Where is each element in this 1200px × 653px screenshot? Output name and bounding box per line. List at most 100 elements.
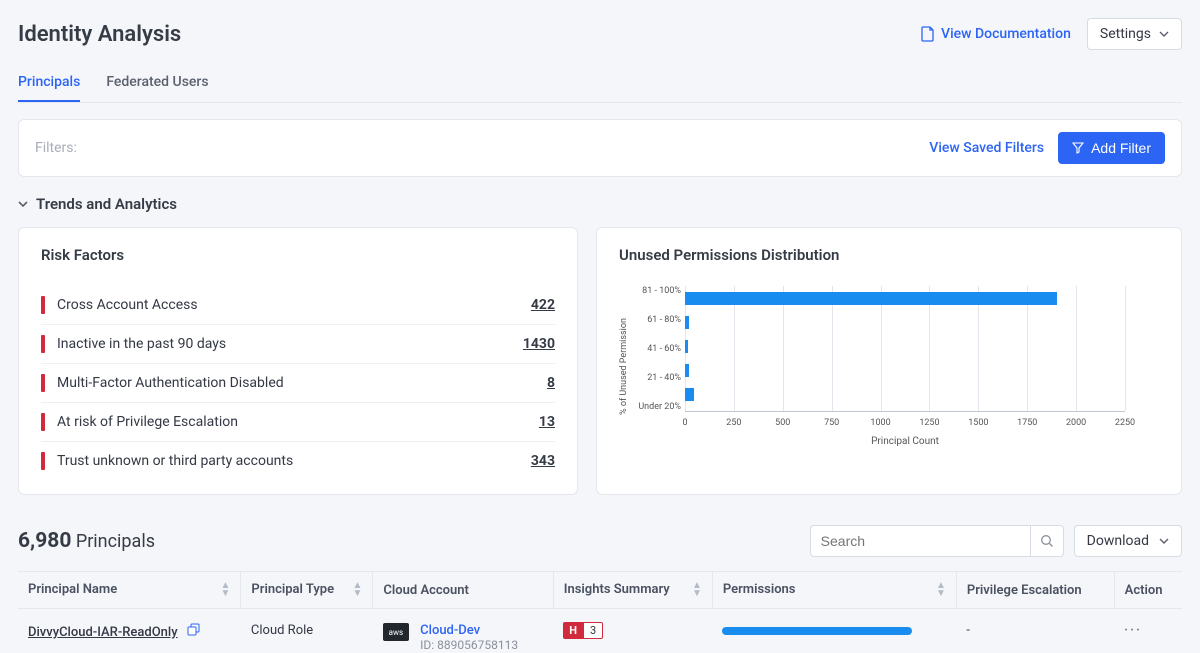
- risk-factors-panel: Risk Factors Cross Account Access 422 In…: [18, 227, 578, 495]
- row-actions-button[interactable]: ···: [1124, 623, 1142, 638]
- chart-y-tick: 41 - 60%: [635, 344, 681, 354]
- principals-table: Principal Name▲▼Principal Type▲▼Cloud Ac…: [18, 571, 1182, 653]
- chart-plot-area: [685, 286, 1125, 412]
- risk-label: Inactive in the past 90 days: [57, 336, 226, 352]
- risk-row[interactable]: Trust unknown or third party accounts 34…: [41, 442, 555, 480]
- chevron-down-icon: [1159, 538, 1169, 544]
- chart-x-tick: 500: [775, 418, 790, 428]
- view-saved-filters-link[interactable]: View Saved Filters: [929, 140, 1044, 156]
- table-row: DivvyCloud-IAR-ReadOnly Cloud Role aws C…: [18, 609, 1182, 653]
- copy-icon[interactable]: [187, 623, 200, 636]
- insight-severity-badge[interactable]: H: [563, 622, 583, 639]
- risk-row[interactable]: Cross Account Access 422: [41, 286, 555, 325]
- tab-federated-users[interactable]: Federated Users: [106, 68, 208, 102]
- risk-marker: [41, 296, 45, 314]
- settings-label: Settings: [1100, 26, 1151, 42]
- chart-bar[interactable]: [685, 316, 689, 329]
- chart-x-tick: 2250: [1115, 418, 1135, 428]
- trends-toggle[interactable]: Trends and Analytics: [18, 195, 1182, 213]
- chart-x-tick: 0: [682, 418, 687, 428]
- unused-permissions-panel: Unused Permissions Distribution % of Unu…: [596, 227, 1182, 495]
- column-header[interactable]: Principal Type▲▼: [241, 572, 373, 609]
- chart-bar[interactable]: [685, 364, 689, 377]
- risk-count[interactable]: 13: [539, 414, 555, 430]
- chart-x-ticks: 0250500750100012501500175020002250: [685, 418, 1125, 432]
- filters-label: Filters:: [35, 140, 77, 156]
- results-count: 6,980 Principals: [18, 529, 155, 553]
- chart-gridline: [1125, 286, 1126, 411]
- column-label: Privilege Escalation: [967, 583, 1082, 598]
- risk-row[interactable]: At risk of Privilege Escalation 13: [41, 403, 555, 442]
- view-documentation-link[interactable]: View Documentation: [921, 26, 1071, 42]
- risk-row[interactable]: Inactive in the past 90 days 1430: [41, 325, 555, 364]
- chevron-down-icon: [1159, 31, 1169, 37]
- trends-heading: Trends and Analytics: [36, 195, 177, 213]
- risk-marker: [41, 452, 45, 470]
- filter-icon: [1072, 142, 1084, 154]
- risk-count[interactable]: 422: [531, 297, 555, 313]
- chart-x-tick: 1250: [919, 418, 939, 428]
- column-label: Principal Name: [28, 582, 117, 597]
- risk-count[interactable]: 1430: [523, 336, 555, 352]
- principal-name-link[interactable]: DivvyCloud-IAR-ReadOnly: [28, 625, 178, 640]
- filters-bar: Filters: View Saved Filters Add Filter: [18, 119, 1182, 177]
- risk-marker: [41, 335, 45, 353]
- chart-y-tick: Under 20%: [635, 402, 681, 412]
- column-label: Cloud Account: [383, 583, 469, 598]
- risk-marker: [41, 374, 45, 392]
- risk-label: Trust unknown or third party accounts: [57, 453, 293, 469]
- results-count-number: 6,980: [18, 529, 71, 553]
- chart-x-tick: 250: [726, 418, 741, 428]
- sort-icon[interactable]: ▲▼: [692, 582, 702, 598]
- risk-row[interactable]: Multi-Factor Authentication Disabled 8: [41, 364, 555, 403]
- chart-y-ticks: 81 - 100% 61 - 80% 41 - 60% 21 - 40% Under 2…: [635, 286, 685, 412]
- add-filter-label: Add Filter: [1091, 140, 1151, 156]
- provider-badge: aws: [383, 623, 409, 641]
- add-filter-button[interactable]: Add Filter: [1058, 132, 1165, 164]
- settings-button[interactable]: Settings: [1087, 18, 1182, 50]
- view-documentation-label: View Documentation: [941, 26, 1071, 42]
- chart-bar[interactable]: [685, 292, 1057, 305]
- risk-count[interactable]: 8: [547, 375, 555, 391]
- risk-label: Cross Account Access: [57, 297, 198, 313]
- column-header: Privilege Escalation: [956, 572, 1114, 609]
- chart-x-tick: 750: [824, 418, 839, 428]
- column-label: Insights Summary: [564, 582, 670, 597]
- column-header[interactable]: Principal Name ▲▼: [18, 572, 241, 609]
- permissions-bar: [722, 627, 912, 635]
- chart-x-axis-title: Principal Count: [685, 436, 1125, 447]
- cloud-account-link[interactable]: Cloud-Dev: [420, 623, 480, 638]
- column-header: Action: [1114, 572, 1182, 609]
- chart-y-tick: 81 - 100%: [635, 286, 681, 296]
- chart-x-tick: 1750: [1017, 418, 1037, 428]
- search-input[interactable]: [810, 525, 1030, 557]
- chevron-down-icon: [18, 201, 28, 207]
- search-button[interactable]: [1030, 525, 1064, 557]
- column-label: Permissions: [723, 582, 796, 597]
- chart-x-tick: 1500: [968, 418, 988, 428]
- tabs: Principals Federated Users: [18, 68, 1182, 103]
- chart-title: Unused Permissions Distribution: [619, 246, 1159, 264]
- tab-principals[interactable]: Principals: [18, 68, 80, 102]
- chart-y-axis-title: % of Unused Permission: [619, 286, 629, 447]
- sort-icon[interactable]: ▲▼: [221, 582, 231, 598]
- chart-x-tick: 2000: [1066, 418, 1086, 428]
- chart-y-tick: 61 - 80%: [635, 315, 681, 325]
- download-button[interactable]: Download: [1074, 525, 1182, 557]
- chart-bar[interactable]: [685, 388, 694, 401]
- privilege-escalation-cell: -: [956, 609, 1114, 653]
- column-header[interactable]: Permissions ▲▼: [712, 572, 956, 609]
- risk-label: At risk of Privilege Escalation: [57, 414, 238, 430]
- sort-icon[interactable]: ▲▼: [936, 582, 946, 598]
- principal-type: Cloud Role: [241, 609, 373, 653]
- page-title: Identity Analysis: [18, 22, 181, 47]
- column-header: Cloud Account: [373, 572, 553, 609]
- search-icon: [1040, 534, 1054, 548]
- chart-y-tick: 21 - 40%: [635, 373, 681, 383]
- chart-bar[interactable]: [685, 340, 688, 353]
- risk-marker: [41, 413, 45, 431]
- sort-icon[interactable]: ▲▼: [353, 582, 363, 598]
- insight-count: 3: [583, 622, 603, 639]
- risk-count[interactable]: 343: [531, 453, 555, 469]
- column-header[interactable]: Insights Summary ▲▼: [553, 572, 712, 609]
